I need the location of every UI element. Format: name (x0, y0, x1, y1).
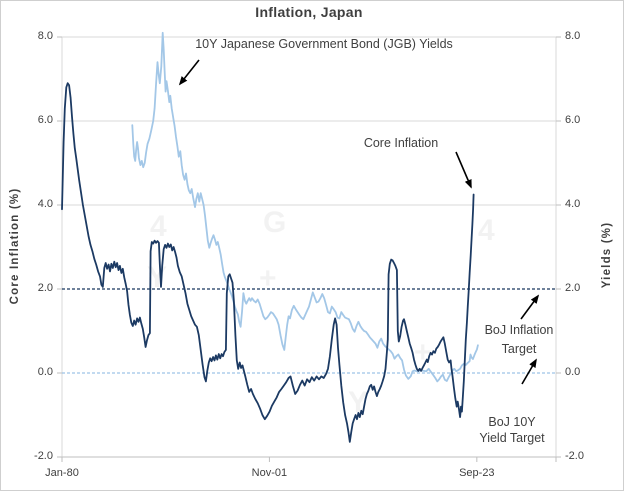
svg-text:+: + (414, 336, 432, 369)
svg-text:G: G (263, 206, 286, 239)
svg-text:4: 4 (150, 210, 167, 243)
y-axis-tick-label-left: 6.0 (37, 114, 53, 126)
annotation-boj-inflation-target: BoJ Inflation Target (462, 321, 576, 359)
x-axis-tick-label: Nov-01 (251, 467, 288, 479)
annotation-line: Target (501, 342, 537, 356)
y-axis-tick-label-left: 8.0 (37, 30, 53, 42)
chart-title: Inflation, Japan (255, 4, 363, 20)
x-axis-tick-label: Jan-80 (45, 467, 79, 479)
right-axis-title: Yields (%) (601, 221, 613, 289)
y-axis-tick-label-left: -2.0 (34, 450, 53, 462)
y-axis-tick-label-right: 8.0 (565, 30, 581, 42)
y-axis-tick-label-left: 4.0 (37, 198, 53, 210)
y-axis-tick-label-left: 2.0 (37, 282, 53, 294)
y-axis-tick-label-right: 6.0 (565, 114, 581, 126)
y-axis-tick-label-right: -2.0 (565, 450, 584, 462)
y-axis-tick-label-right: 2.0 (565, 282, 581, 294)
svg-text:4: 4 (478, 214, 495, 247)
annotation-line: Yield Target (479, 431, 545, 445)
annotation-core-inflation: Core Inflation (363, 136, 439, 150)
y-axis-tick-label-right: 0.0 (565, 366, 581, 378)
svg-text:+: + (259, 262, 277, 295)
annotation-line: BoJ 10Y (488, 415, 536, 429)
y-axis-tick-label-right: 4.0 (565, 198, 581, 210)
annotation-line: BoJ Inflation (484, 323, 554, 337)
annotation-jgb-yields: 10Y Japanese Government Bond (JGB) Yield… (195, 37, 453, 51)
annotation-boj-yield-target: BoJ 10Y Yield Target (455, 414, 569, 446)
y-axis-tick-label-left: 0.0 (37, 366, 53, 378)
x-axis-tick-label: Sep-23 (459, 467, 495, 479)
